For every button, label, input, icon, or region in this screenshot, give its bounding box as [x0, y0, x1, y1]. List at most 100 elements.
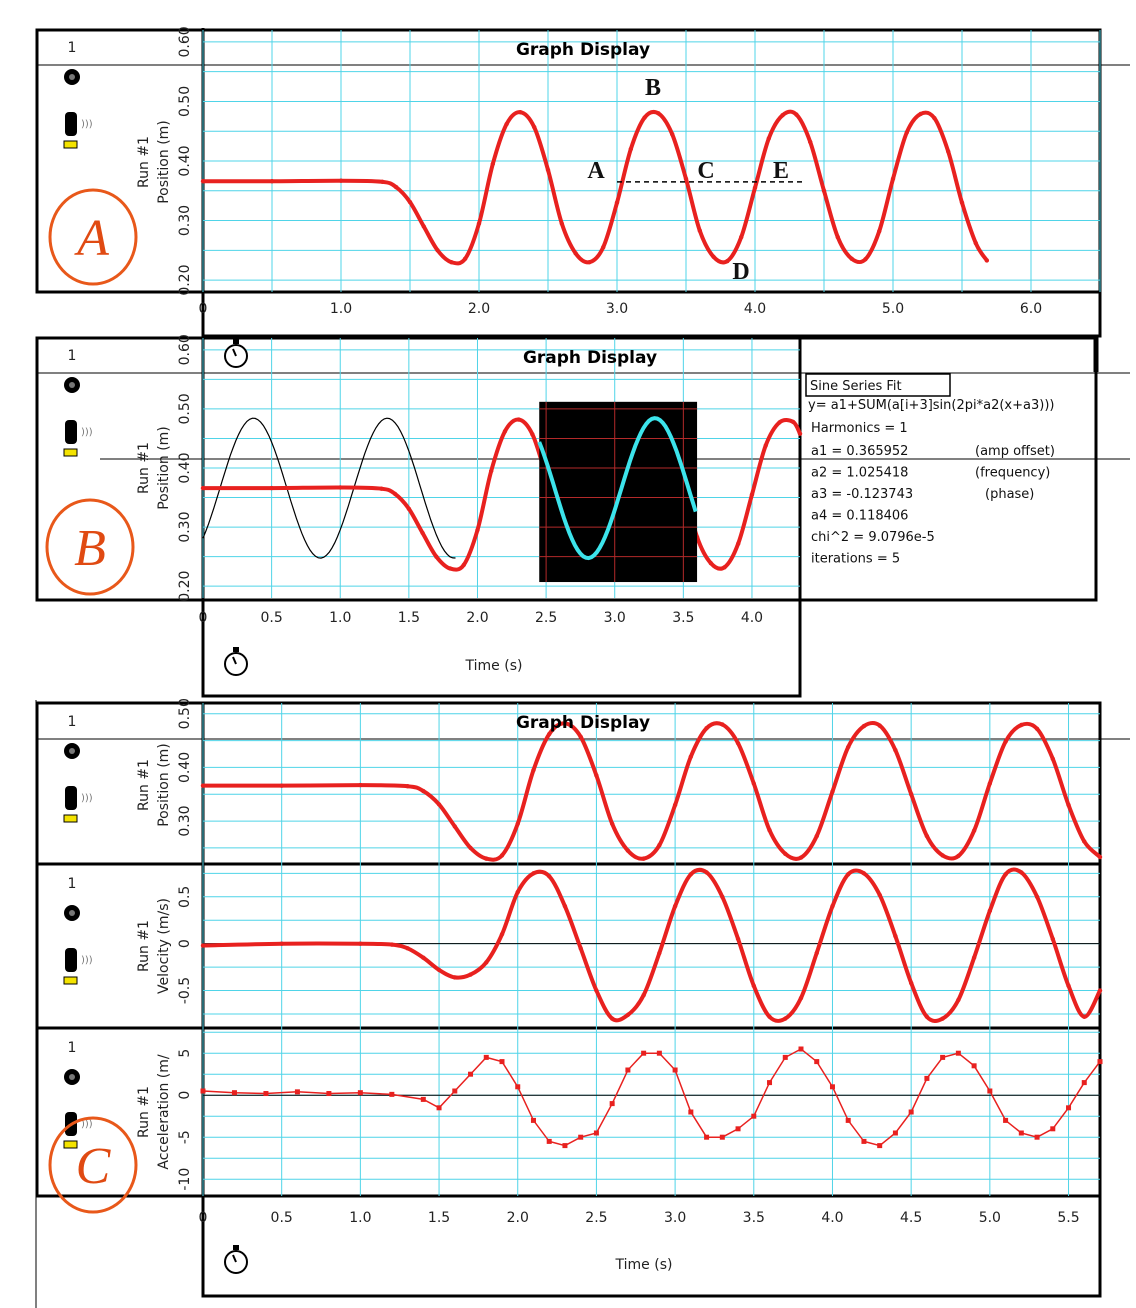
- record-icon-dot: [69, 748, 75, 754]
- data-point: [1050, 1126, 1056, 1132]
- data-point: [279, 941, 284, 946]
- data-point: [752, 185, 758, 190]
- data-point: [657, 950, 662, 956]
- data-point: [708, 560, 713, 566]
- data-point: [849, 256, 854, 261]
- data-point: [1019, 870, 1024, 875]
- data-point: [904, 130, 909, 135]
- y-tick-label: 0.40: [177, 145, 193, 176]
- data-point: [380, 179, 385, 185]
- data-point: [1081, 1080, 1087, 1086]
- data-point: [263, 1091, 269, 1097]
- data-point: [735, 741, 741, 746]
- panel-letter-circle: [48, 188, 138, 286]
- data-point: [452, 975, 457, 980]
- data-point: [656, 111, 661, 116]
- data-point: [394, 185, 399, 190]
- data-point: [918, 111, 923, 117]
- sine-fit-curve: [202, 417, 456, 559]
- fit-param: chi^2 = 9.0796e-5: [811, 530, 935, 545]
- data-point: [971, 955, 977, 960]
- data-point: [200, 1088, 206, 1094]
- data-point: [725, 258, 730, 264]
- data-point: [877, 229, 882, 234]
- data-point: [421, 788, 426, 794]
- data-point: [434, 554, 439, 559]
- data-point: [688, 754, 694, 759]
- panel-a-xaxis-frame: [201, 290, 1102, 338]
- data-point: [830, 903, 835, 909]
- data-point: [987, 908, 993, 914]
- fit-param: iterations = 5: [811, 552, 900, 567]
- y-axis-label: Position (m): [156, 743, 172, 827]
- data-point: [484, 960, 489, 965]
- data-point: [593, 1130, 599, 1136]
- data-point: [932, 115, 937, 121]
- data-point: [449, 260, 454, 265]
- position-series-c: [201, 720, 1102, 862]
- data-point: [294, 1089, 300, 1095]
- data-point: [767, 1014, 772, 1019]
- x-tick-label: 6.0: [1020, 301, 1042, 317]
- x-tick-label: 1.0: [329, 610, 351, 626]
- fit-param: a1 = 0.365952: [811, 444, 908, 459]
- y-tick-label: -0.5: [177, 977, 193, 1004]
- data-point: [830, 789, 835, 794]
- record-icon-dot: [69, 1074, 75, 1080]
- y-tick-label: 0.50: [177, 698, 193, 729]
- data-point: [861, 723, 867, 729]
- annotation-label-c: C: [697, 158, 714, 184]
- y-tick-label: 0.60: [177, 334, 193, 365]
- data-point: [751, 1113, 757, 1119]
- data-point: [877, 892, 882, 898]
- x-tick-label: 3.5: [743, 1210, 765, 1226]
- sensor-icon: [63, 419, 94, 457]
- data-point: [672, 903, 678, 909]
- data-point: [516, 417, 521, 422]
- data-point: [704, 726, 709, 731]
- panel-letter-circle: [48, 1116, 138, 1214]
- data-point: [531, 871, 536, 876]
- data-point: [767, 1080, 773, 1086]
- data-point: [656, 1050, 662, 1056]
- data-point: [846, 744, 851, 750]
- x-tick-label: 2.0: [507, 1210, 529, 1226]
- panel-letter: C: [76, 1138, 112, 1195]
- sensor-icon: [63, 785, 94, 823]
- x-tick-label: 1.5: [428, 1210, 450, 1226]
- data-point: [672, 802, 678, 808]
- panel-c-frame: [35, 701, 1102, 1198]
- data-point: [1034, 726, 1040, 731]
- data-point: [908, 1109, 914, 1115]
- data-point: [1003, 739, 1008, 744]
- data-point: [924, 1014, 930, 1019]
- data-point: [641, 1050, 647, 1056]
- data-point: [531, 767, 536, 773]
- record-icon-dot: [69, 910, 75, 916]
- panel-b-xaxis-frame: [201, 598, 802, 698]
- data-point: [421, 955, 426, 960]
- position-series-b: [201, 417, 802, 572]
- data-point: [798, 855, 804, 860]
- data-point: [1003, 1117, 1009, 1123]
- data-point: [436, 802, 442, 807]
- stopwatch-icon: [224, 646, 248, 676]
- data-point: [562, 721, 568, 726]
- x-tick-label: 1.0: [330, 301, 352, 317]
- data-point: [735, 936, 741, 942]
- sensor-icon: [63, 111, 94, 149]
- data-point: [562, 903, 568, 909]
- y-axis-label: Position (m): [156, 426, 172, 510]
- y-axis-run-label: Run #1: [136, 920, 152, 972]
- x-tick-label: 5.0: [979, 1210, 1001, 1226]
- panel-c-xaxis-frame: [201, 1194, 1102, 1298]
- data-point: [1019, 722, 1024, 728]
- y-axis-label: Velocity (m/s): [156, 898, 172, 994]
- data-point: [338, 178, 344, 183]
- data-point: [1066, 802, 1071, 808]
- data-point: [405, 946, 410, 951]
- data-point: [641, 993, 646, 998]
- data-point: [924, 1075, 930, 1081]
- data-point: [625, 848, 631, 853]
